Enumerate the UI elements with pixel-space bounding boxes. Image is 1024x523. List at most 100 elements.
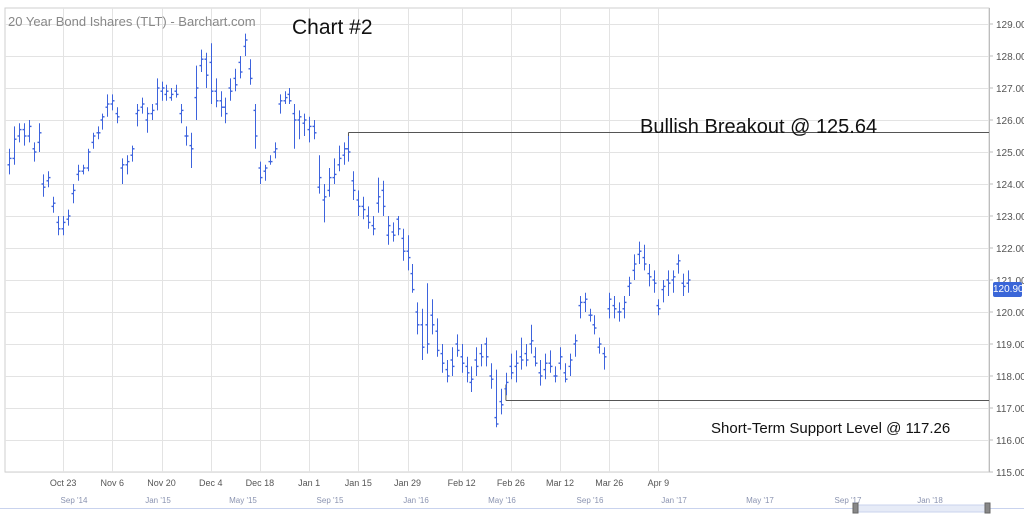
ohlc-bar xyxy=(37,123,42,152)
ohlc-bar xyxy=(450,347,455,376)
navigator[interactable]: Sep '14 Jan '15 May '15 Sep '15 Jan '16 May '… xyxy=(0,490,1024,518)
ohlc-bar xyxy=(568,353,573,376)
y-tick-label: 121.00 xyxy=(996,276,1024,287)
ohlc-bar xyxy=(66,209,71,226)
ohlc-bar xyxy=(160,81,165,101)
ohlc-bar xyxy=(637,241,642,264)
ohlc-bar xyxy=(381,180,386,216)
ohlc-bar xyxy=(578,296,583,319)
ohlc-bar xyxy=(194,65,199,120)
ohlc-bar xyxy=(514,350,519,383)
navigator-tick-label: Sep '17 xyxy=(835,496,862,505)
ohlc-bar xyxy=(76,164,81,181)
ohlc-bar xyxy=(105,94,110,117)
y-tick-label: 115.00 xyxy=(996,468,1024,479)
ohlc-bar xyxy=(396,216,401,236)
ohlc-bar xyxy=(189,132,194,168)
y-tick-label: 125.00 xyxy=(996,148,1024,159)
ohlc-bar xyxy=(558,347,563,370)
ohlc-bar xyxy=(12,126,17,165)
y-tick-label: 128.00 xyxy=(996,52,1024,63)
ohlc-bar xyxy=(583,292,588,312)
ohlc-bar xyxy=(573,334,578,357)
y-tick-label: 116.00 xyxy=(996,436,1024,447)
ohlc-bar xyxy=(292,104,297,149)
ohlc-bar xyxy=(46,171,51,188)
ohlc-bar xyxy=(214,78,219,108)
ohlc-bar xyxy=(327,168,332,197)
ohlc-bar xyxy=(647,264,652,287)
y-tick-label: 117.00 xyxy=(996,404,1024,415)
ohlc-bar xyxy=(538,360,543,386)
ohlc-bar xyxy=(563,363,568,383)
ohlc-bar xyxy=(278,94,283,114)
ohlc-bar xyxy=(391,222,396,242)
ohlc-bar xyxy=(548,350,553,373)
ohlc-bar xyxy=(588,308,593,322)
navigator-tick-label: Jan '18 xyxy=(917,496,943,505)
ohlc-bar xyxy=(150,104,155,120)
ohlc-bar xyxy=(61,216,66,236)
ohlc-bar xyxy=(499,388,504,415)
ohlc-bar xyxy=(455,334,460,357)
ohlc-bar xyxy=(504,372,509,396)
ohlc-bar xyxy=(533,347,538,367)
ohlc-bars xyxy=(7,33,691,428)
ohlc-bar xyxy=(140,97,145,114)
ohlc-bar xyxy=(489,363,494,389)
ohlc-bar xyxy=(297,110,302,140)
ohlc-bar xyxy=(415,302,420,335)
ohlc-bar xyxy=(91,132,96,149)
ohlc-bar xyxy=(17,123,22,143)
y-tick-label: 120.00 xyxy=(996,308,1024,319)
ohlc-bar xyxy=(96,126,101,140)
ohlc-bar xyxy=(661,280,666,303)
navigator-tick-label: Sep '16 xyxy=(577,496,604,505)
ohlc-bar xyxy=(445,360,450,383)
ohlc-bar xyxy=(656,299,661,316)
chart-number-annotation: Chart #2 xyxy=(292,16,373,39)
x-tick-label: Nov 20 xyxy=(147,478,176,488)
y-axis: 115.00 116.00 117.00 118.00 119.00 120.00 121.… xyxy=(989,8,1024,479)
ohlc-bar xyxy=(307,116,312,143)
ohlc-bar xyxy=(283,91,288,104)
y-tick-label: 124.00 xyxy=(996,180,1024,191)
ohlc-bar xyxy=(145,107,150,133)
ohlc-bar xyxy=(71,184,76,204)
x-tick-label: Jan 29 xyxy=(394,478,421,488)
ohlc-bar xyxy=(337,145,342,172)
ohlc-bar xyxy=(622,296,627,319)
navigator-tick-label: May '15 xyxy=(229,496,257,505)
ohlc-bar xyxy=(529,324,534,354)
x-tick-label: Mar 26 xyxy=(595,478,623,488)
ohlc-bar xyxy=(248,59,253,85)
ohlc-bar xyxy=(342,142,347,165)
ohlc-bar xyxy=(179,104,184,124)
navigator-tick-label: Sep '15 xyxy=(317,496,344,505)
ohlc-bar xyxy=(346,136,351,162)
ohlc-bar xyxy=(460,344,465,373)
ohlc-bar xyxy=(425,283,430,354)
ohlc-bar xyxy=(681,273,686,296)
ohlc-bar xyxy=(592,315,597,335)
ohlc-bar xyxy=(401,228,406,261)
ohlc-bar xyxy=(465,356,470,383)
ohlc-bar xyxy=(479,344,484,367)
ohlc-bar xyxy=(440,344,445,373)
ohlc-bar xyxy=(553,366,558,383)
x-tick-label: Jan 1 xyxy=(298,478,320,488)
ohlc-bar xyxy=(361,196,366,220)
ohlc-bar xyxy=(494,369,499,428)
ohlc-bar xyxy=(386,216,391,245)
ohlc-bar xyxy=(199,49,204,72)
ohlc-bar xyxy=(312,120,317,140)
source-title: 20 Year Bond Ishares (TLT) - Barchart.co… xyxy=(8,14,256,29)
ohlc-bar xyxy=(184,126,189,146)
navigator-right-handle xyxy=(984,502,991,514)
x-tick-label: Nov 6 xyxy=(101,478,125,488)
ohlc-bar xyxy=(219,91,224,117)
last-price-badge: 120.90 xyxy=(993,282,1024,297)
ohlc-bar xyxy=(612,296,617,319)
ohlc-bar xyxy=(322,184,327,223)
